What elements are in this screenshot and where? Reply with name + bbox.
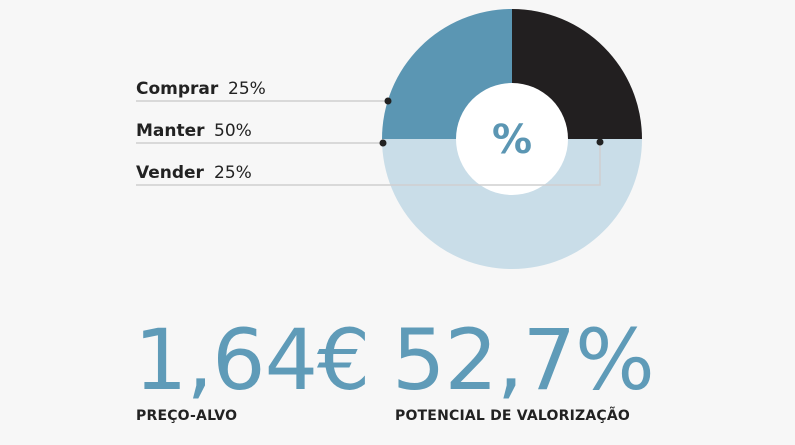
donut-center-label: % [492,117,532,163]
leader-dot-manter [379,139,387,147]
price-target-label: PREÇO-ALVO [136,408,238,424]
legend-name-comprar: Comprar [136,79,219,99]
legend-name-vender: Vender [136,163,205,183]
leader-dot-comprar [384,97,392,105]
slice-manter [382,139,642,269]
upside-value: 52,7% [392,311,655,409]
leader-dot-vender [596,138,604,146]
upside-label: POTENCIAL DE VALORIZAÇÃO [395,408,630,424]
legend-value-vender: 25% [214,163,252,183]
leader-lines [136,100,601,186]
legend-value-manter: 50% [214,121,252,141]
price-target-value: 1,64€ [134,311,370,409]
donut-hole [456,83,568,195]
legend-name-manter: Manter [136,121,205,141]
legend-value-comprar: 25% [228,79,266,99]
leader-line-vender [136,142,601,186]
